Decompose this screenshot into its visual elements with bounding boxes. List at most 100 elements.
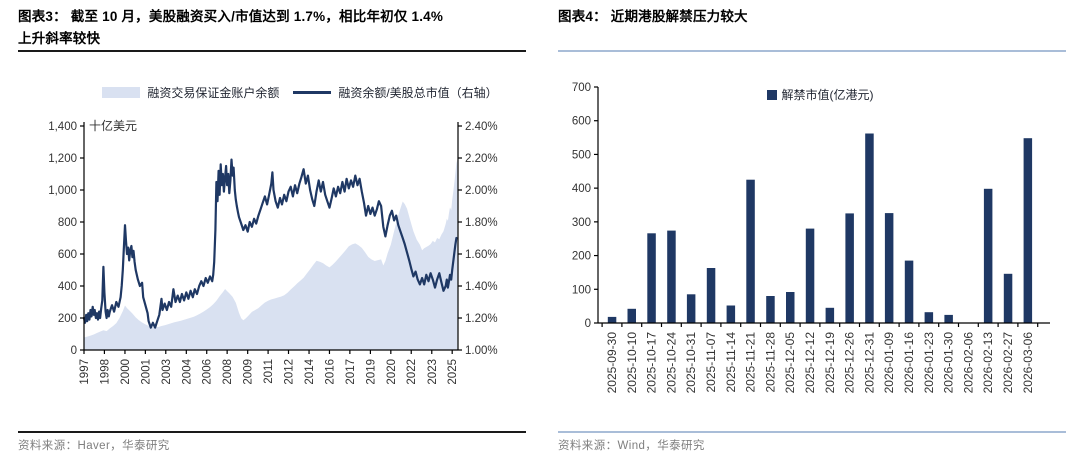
x-axis-date-label: 2025-11-28 [763, 332, 777, 393]
figure3-source: 资料来源：Haver，华泰研究 [18, 440, 170, 452]
right-axis-tick-label: 2.20% [465, 153, 498, 165]
legend-label-ratio-line: 融资余额/美股总市值（右轴） [338, 86, 498, 100]
x-axis-date-label: 2025-10-31 [684, 332, 698, 394]
figure4-title-line1: 图表4： 近期港股解禁压力较大 [558, 9, 748, 24]
figure3-title-line1: 图表3： 截至 10 月，美股融资买入/市值达到 1.7%，相比年初仅 1.4% [18, 9, 444, 24]
line-swatch-icon [293, 91, 332, 94]
bar-2025-11-14 [726, 305, 736, 323]
x-axis-date-label: 2026-01-23 [922, 332, 936, 394]
y-axis-tick-label: 0 [585, 318, 591, 330]
bar-2025-10-17 [647, 233, 656, 323]
bar-2026-01-16 [904, 260, 914, 323]
x-axis-date-label: 2025-11-07 [704, 332, 718, 393]
figure4-source-rule [558, 431, 1066, 433]
x-axis-year-label: 2009 [243, 359, 255, 385]
left-axis-tick-label: 200 [58, 313, 77, 325]
bar-2025-11-28 [766, 296, 775, 323]
bar-2025-11-21 [746, 179, 755, 323]
x-axis-year-label: 2022 [406, 359, 418, 385]
left-axis-tick-label: 1,400 [48, 121, 77, 133]
figure3-source-rule [18, 431, 526, 433]
x-axis-year-label: 2000 [120, 359, 132, 385]
area-swatch-icon [102, 87, 141, 98]
figure3-legend: 融资交易保证金账户余额 融资余额/美股总市值（右轴） [0, 84, 570, 101]
left-axis-tick-label: 1,000 [48, 185, 77, 197]
x-axis-date-label: 2025-12-26 [843, 332, 857, 394]
x-axis-year-label: 2016 [324, 359, 336, 385]
figure3-title: 图表3： 截至 10 月，美股融资买入/市值达到 1.7%，相比年初仅 1.4%… [18, 6, 526, 51]
bar-2025-12-31 [865, 133, 874, 323]
bar-2026-01-09 [884, 213, 894, 323]
bar-2026-01-23 [924, 312, 934, 323]
left-axis-tick-label: 600 [58, 249, 77, 261]
figure4-legend: 解禁市值(亿港元) [540, 86, 1080, 103]
left-axis-tick-label: 0 [71, 345, 77, 357]
bar-2026-01-30 [944, 314, 953, 323]
margin-balance-area-line-chart: 0 200 400 600 800 1,000 1,200 1,400 十亿美元 1.00% 1.2… [48, 118, 498, 385]
bar-2025-11-07 [706, 268, 716, 323]
x-axis-year-label: 2017 [345, 359, 357, 385]
y-axis-tick-label: 600 [572, 116, 591, 128]
x-axis-date-label: 2025-11-14 [724, 332, 738, 393]
x-axis-year-label: 2025 [447, 359, 459, 385]
x-axis-year-label: 1998 [99, 359, 111, 385]
bar-2025-12-12 [805, 228, 815, 323]
figure3-title-rule [18, 50, 526, 52]
figure4-title: 图表4： 近期港股解禁压力较大 [558, 6, 1066, 28]
bar-swatch-icon [766, 89, 777, 100]
bar-2025-09-30 [607, 316, 617, 323]
bar-2026-03-06 [1023, 138, 1033, 323]
x-axis-year-label: 2023 [427, 359, 439, 385]
bar-2026-02-13 [983, 188, 993, 323]
legend-item-ratio-line: 融资余额/美股总市值（右轴） [293, 84, 498, 101]
bar-2025-10-10 [627, 308, 636, 323]
legend-label-unlock-value: 解禁市值(亿港元) [781, 88, 874, 102]
margin-balance-area [84, 159, 458, 350]
right-axis-tick-label: 1.80% [465, 217, 498, 229]
y-axis-tick-label: 500 [572, 149, 591, 161]
figure3-panel: 图表3： 截至 10 月，美股融资买入/市值达到 1.7%，相比年初仅 1.4%… [18, 6, 526, 452]
x-axis-date-label: 2026-03-06 [1021, 332, 1035, 394]
x-axis-date-label: 2026-02-27 [1001, 332, 1015, 394]
x-axis-date-label: 2026-02-06 [961, 332, 975, 394]
y-axis-tick-label: 300 [572, 217, 591, 229]
y-axis-tick-label: 100 [572, 284, 591, 296]
bar-2025-10-31 [686, 294, 696, 323]
bar-2025-10-24 [667, 230, 676, 323]
lockup-expiry-bar-chart: 0 100 200 300 400 500 600 700 2025-09-30 2025-10-… [572, 82, 1050, 394]
x-axis-year-label: 2011 [263, 359, 275, 384]
x-axis-date-label: 2026-01-16 [902, 332, 916, 394]
bar-2025-12-19 [825, 307, 835, 323]
left-axis-tick-label: 400 [58, 281, 77, 293]
figure4-source: 资料来源：Wind，华泰研究 [558, 440, 705, 452]
x-axis-date-label: 2025-11-21 [744, 332, 758, 393]
legend-item-margin-balance: 融资交易保证金账户余额 [102, 84, 279, 101]
x-axis-year-label: 2020 [386, 359, 398, 385]
x-axis-year-label: 2008 [222, 359, 234, 385]
x-axis-year-label: 2003 [161, 359, 173, 385]
x-axis-date-label: 2025-10-10 [625, 332, 639, 394]
x-axis-year-label: 2012 [284, 359, 296, 385]
figure4-panel: 图表4： 近期港股解禁压力较大 解禁市值(亿港元) 0 100 200 300 400 5… [540, 0, 1080, 464]
x-axis-date-label: 2025-12-19 [823, 332, 837, 394]
x-axis-date-label: 2026-02-13 [981, 332, 995, 394]
y-axis-tick-label: 700 [572, 82, 591, 94]
left-axis-unit-label: 十亿美元 [89, 118, 137, 133]
x-axis-date-label: 2025-12-31 [862, 332, 876, 394]
x-axis-year-label: 2019 [365, 359, 377, 385]
x-axis-date-label: 2025-12-05 [783, 332, 797, 394]
x-axis-date-label: 2025-12-12 [803, 332, 817, 394]
ratio-line [82, 158, 458, 329]
right-axis-tick-label: 2.00% [465, 185, 498, 197]
x-axis-date-label: 2025-10-17 [645, 332, 659, 394]
x-axis-date-label: 2025-10-24 [664, 332, 678, 394]
x-axis-year-label: 2014 [304, 358, 316, 384]
x-axis-year-label: 2006 [202, 359, 214, 385]
right-axis-tick-label: 1.20% [465, 313, 498, 325]
bar-2026-02-27 [1003, 273, 1013, 323]
y-axis-tick-label: 200 [572, 251, 591, 263]
x-axis-year-label: 2001 [140, 359, 152, 385]
left-axis-tick-label: 1,200 [48, 153, 77, 165]
x-axis-date-label: 2026-01-09 [882, 332, 896, 394]
figure3-title-line2: 上升斜率较快 [18, 31, 101, 47]
